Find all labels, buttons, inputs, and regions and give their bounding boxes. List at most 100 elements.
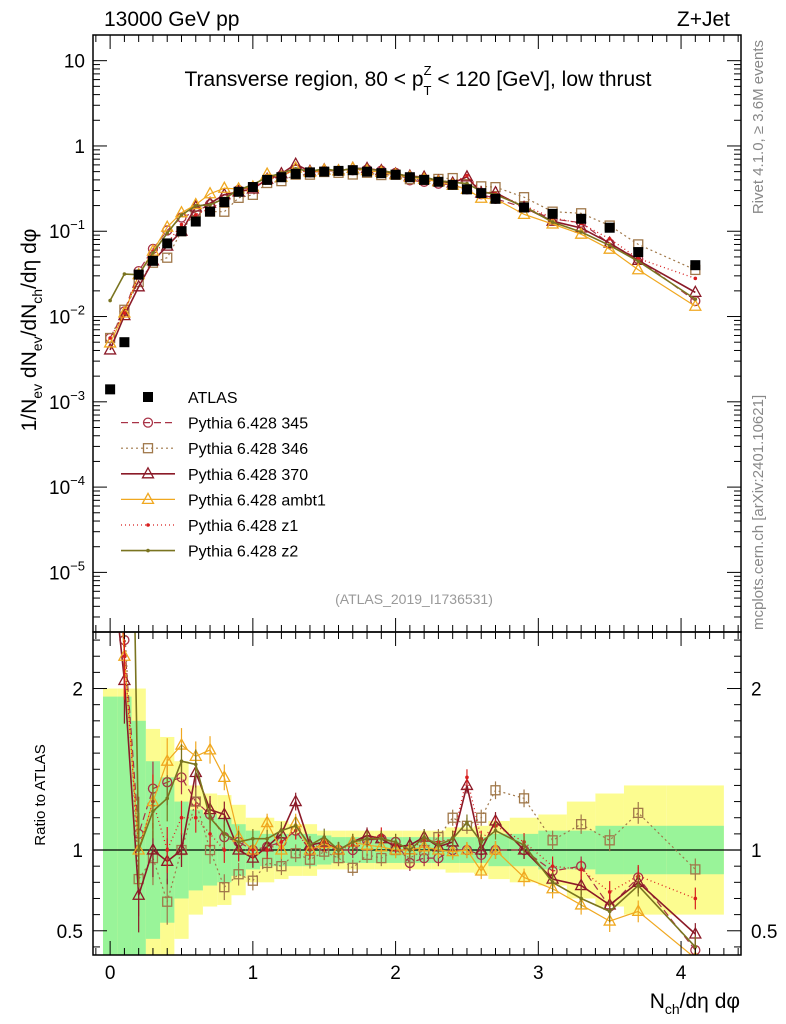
series-line-5 — [109, 167, 696, 301]
ratio-point-1 — [233, 869, 244, 880]
ratio-point-5 — [693, 945, 698, 949]
legend-marker-1 — [142, 443, 154, 454]
series-point-4 — [122, 311, 127, 315]
legend-item-3: Pythia 6.428 ambt1 — [121, 492, 326, 509]
x-tick-label: 2 — [390, 963, 401, 984]
series-point-5 — [179, 213, 184, 217]
ratio-point-2 — [460, 778, 474, 791]
y-tick-label: 10−2 — [49, 303, 85, 329]
ratio-point-4 — [122, 654, 127, 659]
legend-item-0: Pythia 6.428 345 — [121, 416, 308, 433]
series-point-3 — [117, 305, 132, 318]
series-point-3 — [603, 241, 617, 254]
atlas-point — [604, 222, 615, 233]
ratio-point-4 — [108, 364, 112, 368]
ratio-point-5 — [222, 832, 227, 836]
ratio-tick-label: 1 — [72, 841, 83, 862]
ratio-point-1 — [476, 812, 487, 823]
collision-label: 13000 GeV pp — [104, 8, 239, 31]
series-point-5 — [607, 243, 612, 248]
svg-text:1/Nev dNev/dNch/dη dφ: 1/Nev dNev/dNch/dη dφ — [18, 229, 45, 432]
atlas-point — [190, 216, 201, 227]
series-point-5 — [122, 272, 127, 276]
band-inner-bin — [102, 696, 118, 955]
series-point-2 — [117, 308, 132, 321]
ratio-point-2 — [105, 537, 116, 547]
ratio-point-5 — [436, 843, 441, 847]
ratio-point-3 — [517, 870, 531, 883]
ratio-point-5 — [550, 880, 555, 885]
ratio-point-3 — [105, 440, 116, 450]
ratio-point-1 — [690, 864, 701, 875]
atlas-point — [162, 238, 173, 249]
ratio-point-4 — [165, 848, 170, 852]
ratio-point-1 — [162, 896, 173, 907]
atlas-point — [376, 168, 387, 179]
ratio-point-1 — [219, 882, 230, 893]
series-point-5 — [693, 297, 698, 301]
atlas-point — [461, 184, 472, 195]
atlas-point — [276, 172, 287, 183]
ratio-point-4 — [265, 848, 269, 852]
ratio-point-2 — [174, 842, 189, 855]
ratio-point-3 — [388, 842, 403, 855]
rivet-version-label: Rivet 4.1.0, ≥ 3.6M events — [750, 40, 767, 214]
ratio-point-3 — [631, 904, 645, 917]
ratio-point-5 — [636, 883, 641, 888]
ratio-point-5 — [179, 759, 184, 763]
series-point-3 — [203, 186, 217, 199]
ratio-point-2 — [146, 842, 160, 855]
ratio-point-3 — [574, 897, 588, 910]
legend-marker-4 — [146, 523, 150, 527]
ratio-point-4 — [222, 848, 227, 852]
ratio-point-5 — [422, 835, 426, 839]
atlas-point — [304, 167, 315, 178]
ratio-point-1 — [518, 793, 530, 804]
series-point-5 — [208, 203, 212, 207]
ratio-point-5 — [607, 909, 612, 914]
ratio-tick-label: 2 — [72, 680, 83, 701]
x-tick-label: 1 — [248, 963, 259, 984]
atlas-point — [447, 179, 458, 190]
ratio-point-3 — [417, 839, 431, 852]
series-point-5 — [108, 298, 112, 303]
series-point-1 — [219, 206, 230, 217]
legend-label-4: Pythia 6.428 z1 — [188, 518, 298, 535]
ratio-point-1 — [633, 807, 644, 819]
ratio-point-4 — [607, 890, 612, 894]
series-point-5 — [165, 231, 170, 235]
legend-label-2: Pythia 6.428 370 — [188, 467, 308, 484]
ratio-point-1 — [575, 819, 587, 830]
ratio-tick-label-right: 1 — [751, 841, 762, 862]
legend-item-1: Pythia 6.428 346 — [121, 441, 308, 458]
ratio-point-5 — [350, 840, 355, 844]
ratio-point-2 — [217, 807, 231, 820]
ratio-point-5 — [450, 836, 455, 841]
ratio-point-5 — [265, 836, 269, 841]
atlas-point — [105, 384, 116, 395]
atlas-point — [319, 166, 330, 177]
legend-marker-atlas — [143, 392, 153, 402]
main-plot-reference — [105, 165, 701, 395]
ratio-point-4 — [579, 867, 583, 872]
series-point-5 — [636, 259, 641, 264]
ratio-point-1 — [490, 785, 501, 796]
atlas-point — [433, 176, 444, 187]
atlas-point — [576, 213, 587, 224]
ratio-plot-series — [105, 364, 702, 955]
legend-item-4: Pythia 6.428 z1 — [121, 518, 298, 535]
ratio-point-1 — [276, 861, 287, 872]
main-plot-series — [103, 156, 702, 355]
ratio-plot-axes: 0.5 0.5 1 1 2 2 0 1 2 3 4 — [57, 631, 777, 984]
ratio-point-1 — [604, 835, 615, 846]
ratio-point-5 — [251, 836, 255, 841]
y-tick-label: 10−4 — [49, 473, 85, 499]
analysis-id: (ATLAS_2019_I1736531) — [335, 591, 493, 607]
legend-label-atlas: ATLAS — [188, 390, 238, 407]
series-line-0 — [109, 168, 696, 339]
series-point-2 — [460, 169, 474, 182]
series-point-5 — [193, 203, 198, 208]
ratio-point-1 — [290, 848, 301, 859]
series-point-3 — [688, 298, 702, 311]
ratio-point-1 — [247, 875, 259, 886]
